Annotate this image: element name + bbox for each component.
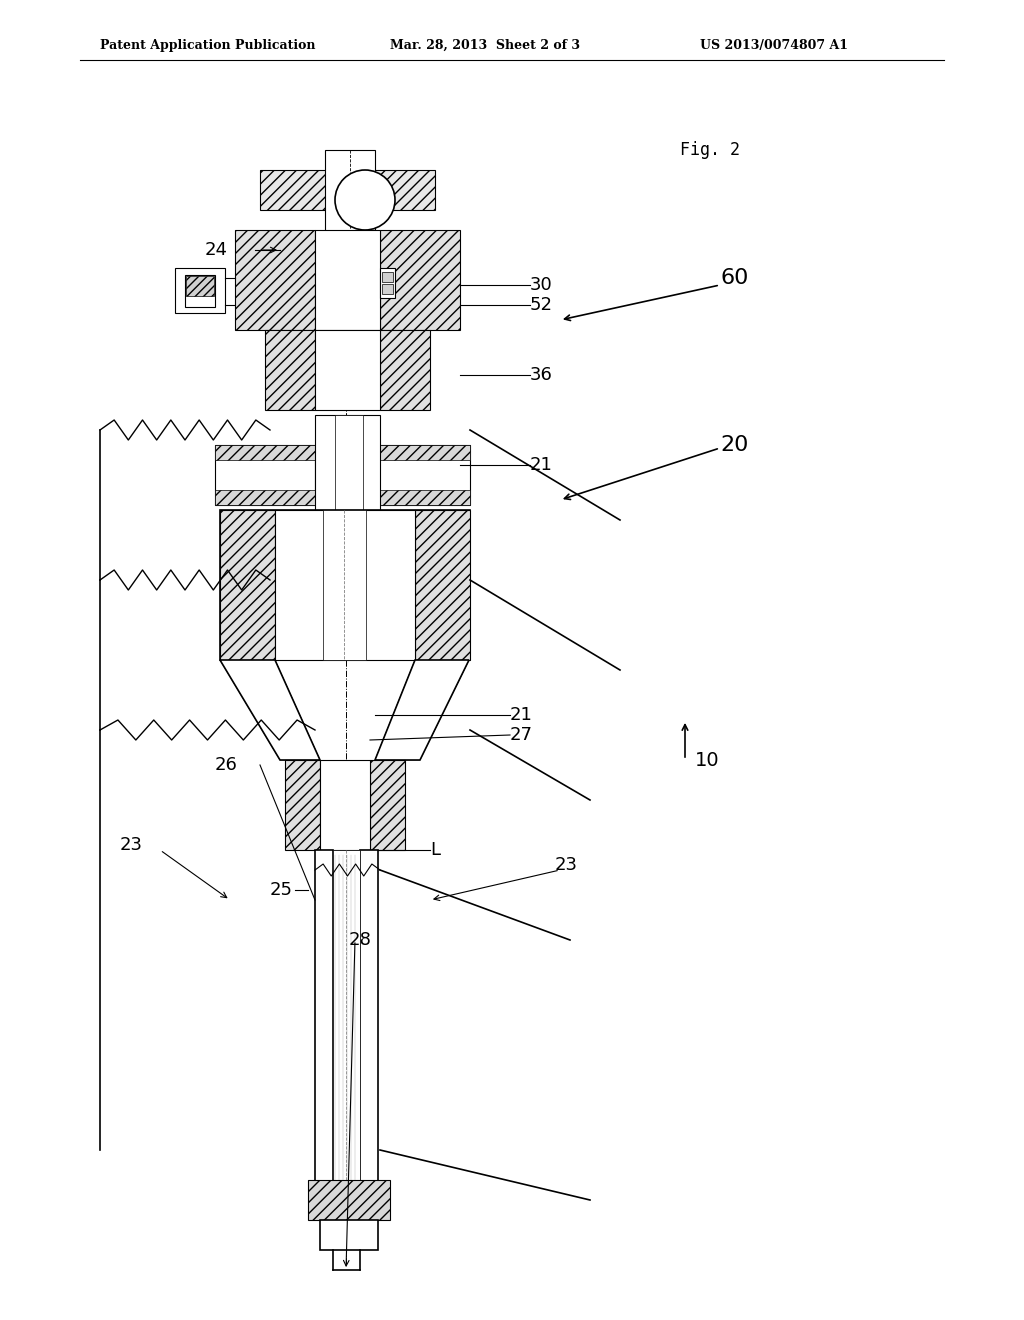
Text: 23: 23 [555,855,578,874]
Bar [370,490,470,506]
Bar [335,414,362,525]
Bar [382,272,393,282]
Text: 24: 24 [205,242,228,259]
Bar [275,510,415,660]
Text: 30: 30 [530,276,553,294]
Text: 26: 26 [215,756,238,774]
Text: L: L [430,841,440,859]
Bar [380,268,395,298]
Bar [380,230,460,330]
Bar [370,445,470,506]
Text: 52: 52 [530,296,553,314]
Text: 36: 36 [530,366,553,384]
Bar [186,276,214,296]
Bar [360,850,378,1200]
Text: 21: 21 [530,455,553,474]
Bar [215,490,315,506]
Polygon shape [375,660,469,760]
Bar [315,414,380,525]
Text: 28: 28 [348,931,372,949]
Bar [220,510,470,660]
Bar [175,268,225,313]
Text: Mar. 28, 2013  Sheet 2 of 3: Mar. 28, 2013 Sheet 2 of 3 [390,38,580,51]
Bar [382,284,393,294]
Text: Patent Application Publication: Patent Application Publication [100,38,315,51]
Bar [220,510,275,660]
Bar [260,170,335,210]
Polygon shape [375,660,469,760]
Polygon shape [220,660,319,760]
Text: 25: 25 [270,880,293,899]
Bar [360,170,435,210]
Bar [370,445,470,459]
Bar [315,330,380,411]
Bar [215,445,315,506]
Bar [315,850,333,1200]
Bar [323,510,366,660]
Bar [333,850,360,1220]
Bar [285,760,319,850]
Bar [308,1180,390,1220]
Text: Fig. 2: Fig. 2 [680,141,740,158]
Bar [234,230,315,330]
Bar [215,445,315,459]
Bar [315,230,380,330]
Bar [185,275,215,308]
Bar [265,330,315,411]
Circle shape [335,170,395,230]
Text: 21: 21 [510,706,532,723]
Text: 60: 60 [720,268,749,288]
Text: 10: 10 [695,751,720,770]
Bar [370,760,406,850]
Text: 27: 27 [510,726,534,744]
Text: 20: 20 [720,436,749,455]
Polygon shape [220,660,319,760]
Bar [415,510,470,660]
Text: US 2013/0074807 A1: US 2013/0074807 A1 [700,38,848,51]
Text: 23: 23 [120,836,143,854]
Bar [319,760,370,850]
Bar [380,330,430,411]
Bar [319,1220,378,1250]
Bar [325,150,375,240]
